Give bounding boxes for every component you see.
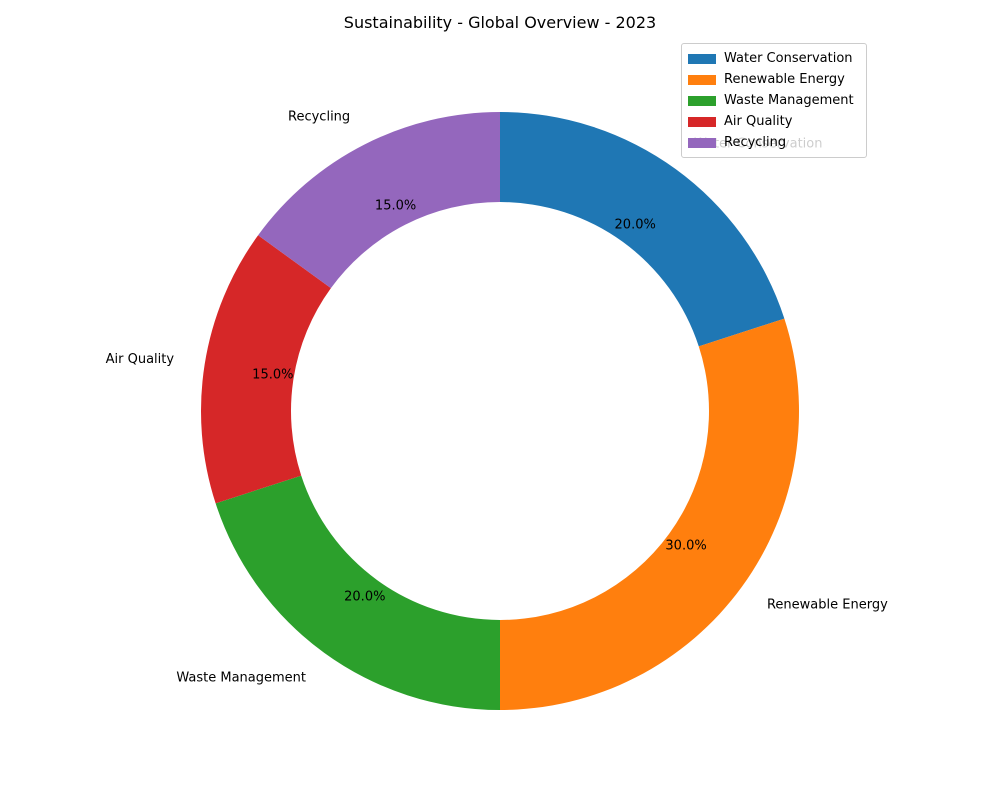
legend-swatch [688, 137, 716, 148]
slice-percent-waste-management: 20.0% [344, 590, 385, 605]
slice-percent-water-conservation: 20.0% [615, 217, 656, 232]
slice-waste-management [215, 475, 500, 710]
donut-slices [200, 112, 799, 710]
legend-swatch [688, 74, 716, 85]
slice-percent-renewable-energy: 30.0% [665, 539, 706, 554]
slice-label-recycling: Recycling [288, 109, 350, 124]
legend-swatch [688, 53, 716, 64]
slice-renewable-energy [500, 318, 799, 710]
chart-title: Sustainability - Global Overview - 2023 [344, 13, 656, 32]
legend-item-waste-management: Waste Management [688, 90, 860, 111]
slice-water-conservation [500, 112, 785, 347]
slice-percent-recycling: 15.0% [375, 199, 416, 214]
legend-label: Waste Management [724, 93, 854, 108]
legend-item-renewable-energy: Renewable Energy [688, 69, 860, 90]
legend-label: Water Conservation [724, 51, 853, 66]
slice-labels: Water Conservation20.0%Renewable Energy3… [106, 109, 888, 685]
legend-item-air-quality: Air Quality [688, 111, 860, 132]
legend-item-water-conservation: Water Conservation [688, 48, 860, 69]
legend-swatch [688, 95, 716, 106]
slice-label-renewable-energy: Renewable Energy [767, 597, 888, 612]
legend-label: Air Quality [724, 114, 793, 129]
legend-label: Recycling [724, 135, 787, 150]
slice-recycling [258, 112, 500, 289]
slice-percent-air-quality: 15.0% [252, 368, 293, 383]
legend-item-recycling: Recycling [688, 132, 860, 153]
slice-label-waste-management: Waste Management [176, 670, 306, 685]
slice-label-air-quality: Air Quality [106, 352, 175, 367]
chart-legend: Water Conservation Renewable Energy Waste … [681, 43, 867, 158]
legend-items: Water Conservation Renewable Energy Waste … [688, 48, 860, 153]
slice-air-quality [200, 235, 331, 504]
legend-swatch [688, 116, 716, 127]
legend-label: Renewable Energy [724, 72, 845, 87]
